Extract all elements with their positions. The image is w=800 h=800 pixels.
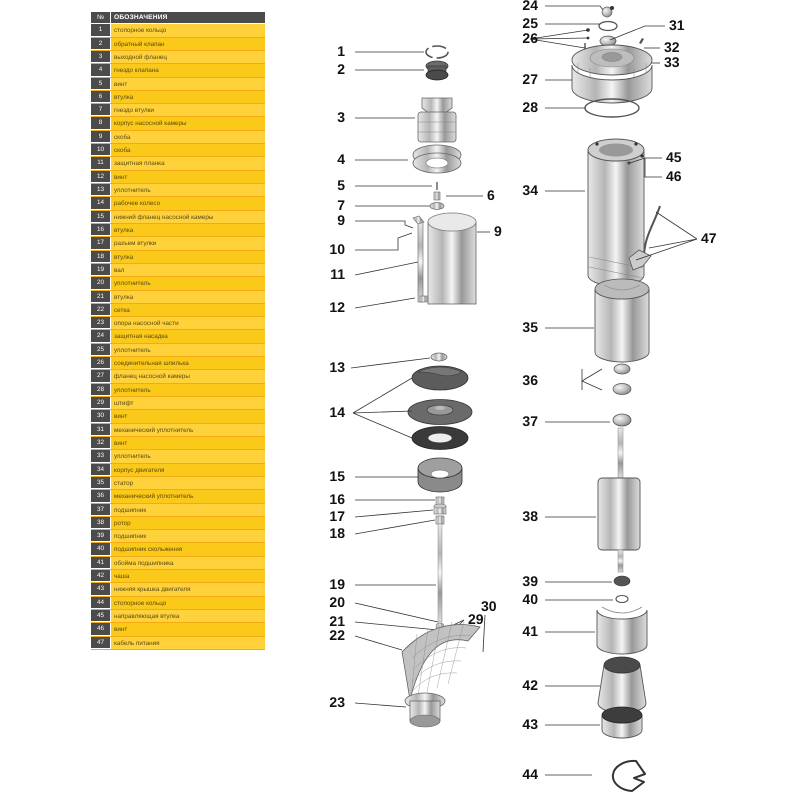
- svg-text:1: 1: [337, 43, 345, 59]
- svg-text:10: 10: [329, 241, 345, 257]
- svg-text:3: 3: [337, 109, 345, 125]
- svg-text:20: 20: [329, 594, 345, 610]
- svg-text:38: 38: [522, 508, 538, 524]
- svg-text:43: 43: [522, 716, 538, 732]
- svg-text:19: 19: [329, 576, 345, 592]
- svg-text:42: 42: [522, 677, 538, 693]
- svg-text:30: 30: [481, 598, 497, 614]
- svg-text:41: 41: [522, 623, 538, 639]
- svg-text:4: 4: [337, 151, 345, 167]
- svg-text:7: 7: [337, 197, 345, 213]
- svg-text:46: 46: [666, 168, 682, 184]
- svg-text:26: 26: [522, 30, 538, 46]
- svg-text:39: 39: [522, 573, 538, 589]
- svg-text:34: 34: [522, 182, 538, 198]
- svg-text:2: 2: [337, 61, 345, 77]
- svg-text:14: 14: [329, 404, 345, 420]
- svg-text:6: 6: [487, 187, 495, 203]
- svg-text:22: 22: [329, 627, 345, 643]
- svg-text:12: 12: [329, 299, 345, 315]
- svg-text:40: 40: [522, 591, 538, 607]
- svg-text:25: 25: [522, 15, 538, 31]
- svg-text:13: 13: [329, 359, 345, 375]
- svg-text:18: 18: [329, 525, 345, 541]
- svg-text:27: 27: [522, 71, 538, 87]
- svg-text:9: 9: [337, 212, 345, 228]
- svg-text:36: 36: [522, 372, 538, 388]
- svg-text:15: 15: [329, 468, 345, 484]
- svg-text:33: 33: [664, 54, 680, 70]
- svg-text:24: 24: [522, 0, 538, 13]
- svg-text:32: 32: [664, 39, 680, 55]
- svg-text:37: 37: [522, 413, 538, 429]
- svg-text:44: 44: [522, 766, 538, 782]
- svg-text:47: 47: [701, 230, 717, 246]
- svg-text:11: 11: [330, 266, 345, 282]
- svg-text:17: 17: [329, 508, 345, 524]
- svg-text:31: 31: [669, 17, 685, 33]
- svg-text:5: 5: [337, 177, 345, 193]
- svg-text:28: 28: [522, 99, 538, 115]
- svg-text:45: 45: [666, 149, 682, 165]
- svg-text:23: 23: [329, 694, 345, 710]
- svg-text:35: 35: [522, 319, 538, 335]
- svg-text:9: 9: [494, 223, 502, 239]
- svg-text:16: 16: [329, 491, 345, 507]
